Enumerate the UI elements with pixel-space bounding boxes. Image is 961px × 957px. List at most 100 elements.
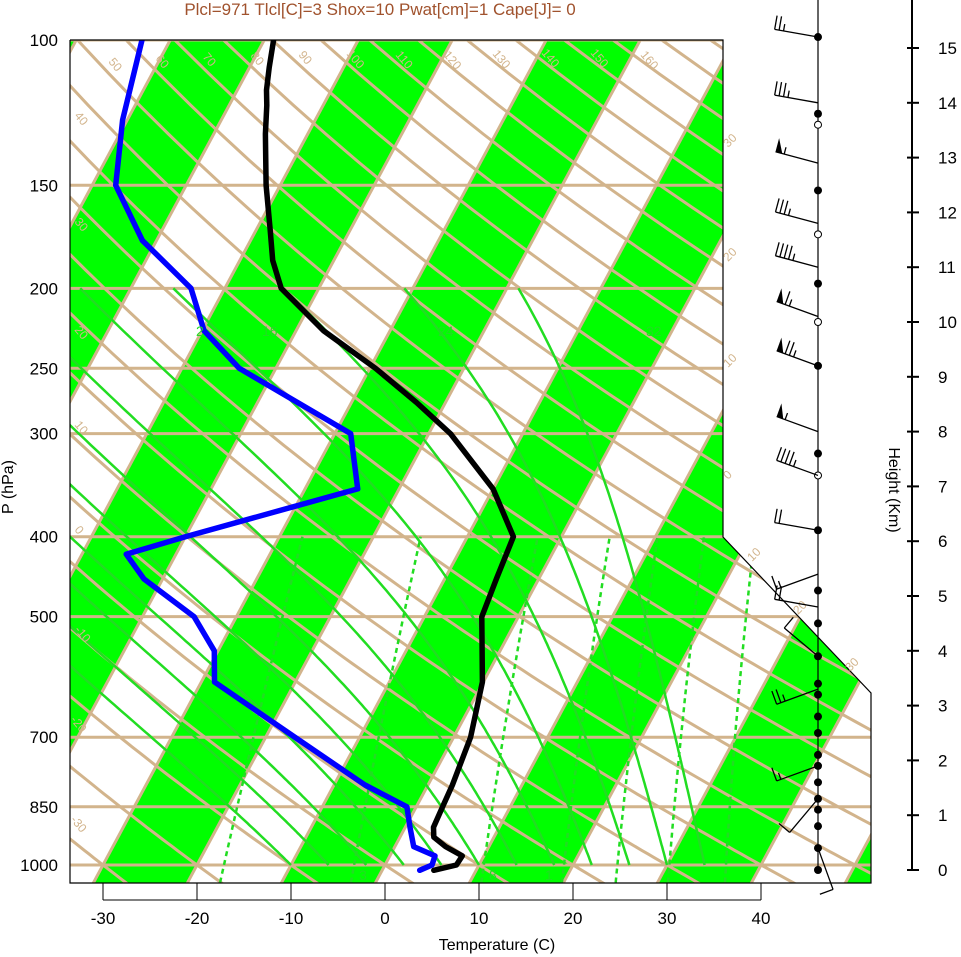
moist-adiabat-line — [70, 432, 405, 866]
wind-barb-pennant — [776, 288, 784, 304]
wind-barb — [774, 15, 819, 38]
mixing-ratio-line — [614, 536, 659, 883]
wind-barb — [771, 573, 819, 590]
isotherm-label: 130 — [490, 47, 514, 72]
moist-adiabat-line — [79, 287, 556, 866]
temperature-tick-label: 0 — [380, 909, 389, 928]
wind-barb-flag — [788, 342, 795, 356]
dry-adiabat-line — [70, 40, 227, 883]
wind-barb-staff — [776, 459, 819, 477]
moist-adiabat-line — [172, 287, 593, 866]
temperature-tick-label: -20 — [185, 909, 210, 928]
moist-adiabat-line — [70, 360, 481, 866]
wind-level-dot — [814, 679, 822, 688]
pressure-tick-label: 850 — [30, 798, 58, 817]
height-tick-label: 7 — [938, 477, 947, 496]
wind-level-dot — [814, 866, 822, 874]
moist-adiabat-lines — [70, 287, 706, 866]
height-tick-label: 8 — [938, 423, 947, 442]
y-axis-label: P (hPa) — [0, 460, 17, 514]
height-tick-label: 0 — [938, 861, 947, 880]
adiabat-label: -30 — [68, 813, 90, 836]
height-tick-label: 2 — [938, 751, 947, 770]
wind-level-dot — [814, 690, 822, 699]
wind-barb-flag — [779, 243, 785, 258]
wind-barb-flag — [784, 291, 791, 305]
wind-barb-staff — [776, 688, 819, 705]
adiabat-label: 10 — [744, 545, 764, 565]
wind-barb — [771, 765, 819, 782]
wind-barb-staff — [775, 255, 819, 268]
wind-barb-flag — [778, 586, 783, 601]
temperature-tick-label: 10 — [470, 909, 489, 928]
wind-level-dot — [814, 449, 822, 458]
wind-barb-half-flag — [792, 459, 797, 467]
wind-barb — [771, 688, 819, 705]
temperature-tick-label: -10 — [279, 909, 304, 928]
moist-adiabat-line — [403, 287, 669, 866]
height-tick-label: 11 — [938, 258, 956, 277]
height-tick-label: 13 — [938, 149, 957, 168]
wind-barb-pennant — [775, 138, 783, 154]
height-axis-label: Height (Km) — [885, 447, 902, 532]
pressure-tick-label: 700 — [30, 728, 58, 747]
wind-barb-half-flag — [792, 350, 797, 358]
pressure-tick-label: 200 — [30, 279, 58, 298]
dry-adiabat-line — [70, 40, 800, 883]
mixing-ratio-line — [349, 536, 422, 883]
pressure-tick-label: 150 — [30, 176, 58, 195]
wind-barb-staff — [774, 521, 819, 531]
dry-adiabat-line — [70, 40, 871, 883]
temperature-tick-label: 40 — [752, 909, 771, 928]
wind-barb — [776, 447, 819, 477]
dry-adiabat-line — [70, 40, 514, 883]
height-tick-label: 6 — [938, 532, 947, 551]
wind-barb-flag — [779, 199, 785, 214]
pressure-tick-label: 250 — [30, 359, 58, 378]
temperature-band — [70, 40, 265, 883]
wind-barb-half-flag — [787, 208, 791, 216]
wind-barb-staff — [817, 847, 834, 890]
wind-barb-flag — [771, 575, 778, 590]
wind-barb-staff — [776, 573, 819, 590]
wind-level-dot — [814, 778, 822, 787]
wind-barb-flag — [776, 447, 783, 461]
mixing-ratio-line — [666, 536, 706, 883]
dry-adiabat-line — [70, 40, 871, 883]
wind-barb-flag — [771, 767, 778, 782]
isotherm-line — [90, 40, 548, 883]
moist-adiabat-line — [70, 461, 368, 866]
moist-adiabat-line — [517, 287, 706, 866]
wind-level-dot — [814, 822, 822, 831]
wind-barb-half-flag — [788, 299, 793, 307]
moist-adiabat-line — [70, 517, 292, 866]
wind-barb-half-flag — [777, 772, 782, 780]
isotherm-line — [70, 40, 266, 883]
height-tick-label: 16 — [938, 0, 957, 3]
pressure-axis: 100 150 200 250 300 400 500 700 850 1000 — [20, 31, 58, 875]
wind-level-dot — [814, 619, 822, 628]
temperature-tick-label: 30 — [658, 909, 677, 928]
pressure-tick-label: 400 — [30, 528, 58, 547]
mixing-ratio-lines — [218, 536, 756, 883]
temperature-band — [655, 40, 871, 883]
temperature-band — [279, 40, 829, 883]
wind-barb-half-flag — [787, 90, 790, 98]
adiabat-label: 40 — [72, 109, 92, 128]
height-tick-label: 15 — [938, 39, 957, 58]
height-tick-label: 12 — [938, 203, 957, 222]
wind-barb-staff — [783, 627, 819, 657]
isotherm-line — [184, 40, 642, 883]
wind-profile — [771, 0, 834, 895]
wind-barb — [774, 81, 819, 104]
height-tick-label: 10 — [938, 313, 957, 332]
wind-barb-flag — [784, 340, 791, 355]
wind-barb-flag — [775, 689, 782, 703]
moist-adiabat-line — [70, 313, 518, 866]
wind-level-dot — [814, 750, 822, 759]
wind-barb-flag — [771, 690, 778, 705]
wind-level-dot — [814, 186, 822, 195]
wind-barb-flag — [780, 448, 787, 463]
temperature-line — [262, 40, 517, 874]
wind-barb-flag — [782, 82, 787, 97]
